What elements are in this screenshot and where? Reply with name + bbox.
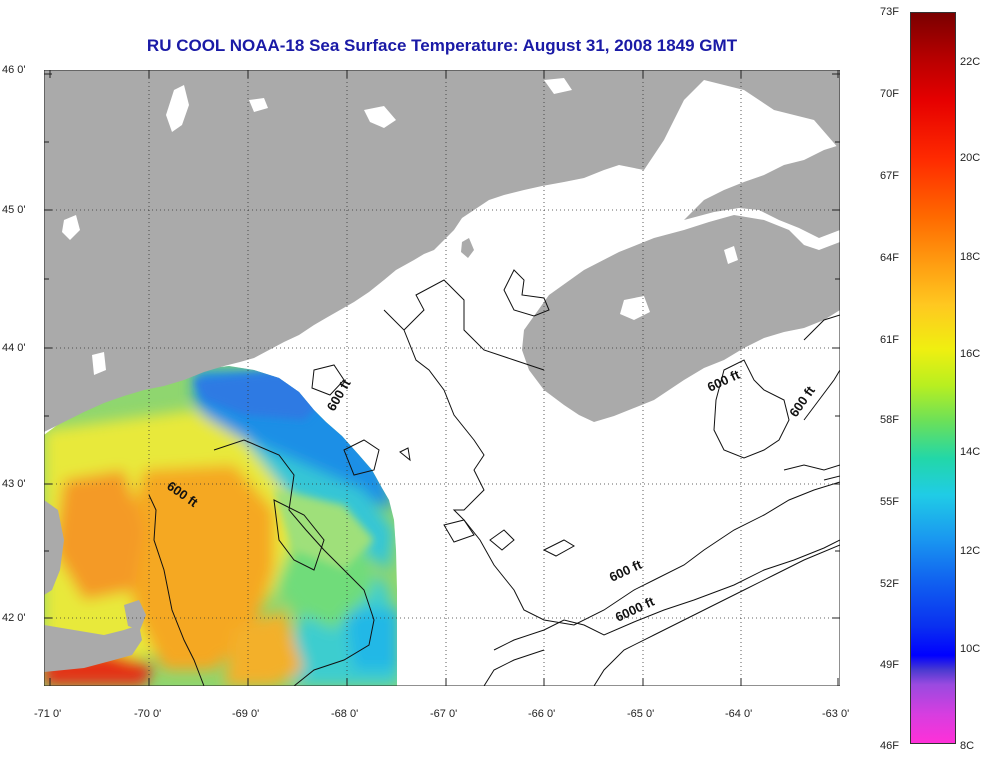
lakes bbox=[62, 78, 738, 375]
land-cape-breton bbox=[684, 145, 840, 238]
land-cape-cod bbox=[124, 600, 146, 630]
lat-label: 42 0' bbox=[2, 612, 26, 624]
colorbar-c-label: 12C bbox=[960, 545, 981, 557]
lon-label: -69 0' bbox=[232, 708, 260, 720]
colorbar-c-label: 16C bbox=[960, 348, 981, 360]
lat-label: 43 0' bbox=[2, 478, 26, 490]
colorbar-f-label: 49F bbox=[880, 659, 899, 671]
tick-marks bbox=[44, 70, 840, 686]
lon-label: -67 0' bbox=[430, 708, 458, 720]
colorbar-f-label: 55F bbox=[880, 496, 899, 508]
map-title: RU COOL NOAA-18 Sea Surface Temperature:… bbox=[146, 36, 738, 55]
colorbar-c-label: 20C bbox=[960, 152, 981, 164]
land-mainland bbox=[44, 70, 840, 432]
lon-label: -66 0' bbox=[528, 708, 556, 720]
colorbar-f-label: 61F bbox=[880, 334, 899, 346]
colorbar-f-label: 67F bbox=[880, 170, 899, 182]
land-nova-scotia bbox=[522, 215, 840, 422]
lat-label: 45 0' bbox=[2, 204, 26, 216]
colorbar-f-label: 73F bbox=[880, 6, 899, 18]
colorbar-f-label: 70F bbox=[880, 88, 899, 100]
lon-label: -71 0' bbox=[34, 708, 62, 720]
colorbar-c-label: 14C bbox=[960, 446, 981, 458]
colorbar-f-label: 46F bbox=[880, 740, 899, 752]
colorbar-c-label: 8C bbox=[960, 740, 975, 752]
colorbar-c-label: 22C bbox=[960, 56, 981, 68]
colorbar-f-label: 58F bbox=[880, 414, 899, 426]
bathymetry-contours bbox=[148, 269, 840, 686]
lat-label: 46 0' bbox=[2, 64, 26, 76]
graticule bbox=[44, 70, 840, 686]
lon-label: -68 0' bbox=[331, 708, 359, 720]
land-cape-cod bbox=[44, 500, 64, 595]
land-grand-manan bbox=[461, 238, 474, 258]
colorbar-f-label: 64F bbox=[880, 252, 899, 264]
lon-label: -64 0' bbox=[725, 708, 753, 720]
colorbar-c-label: 18C bbox=[960, 251, 981, 263]
sst-map: 600 ft 600 ft 600 ft 600 ft 600 ft 6000 … bbox=[44, 70, 840, 686]
lon-label: -70 0' bbox=[134, 708, 162, 720]
lon-label: -63 0' bbox=[822, 708, 850, 720]
land-cape-cod bbox=[44, 625, 142, 672]
colorbar-c-label: 10C bbox=[960, 643, 981, 655]
colorbar-f-label: 52F bbox=[880, 578, 899, 590]
lat-label: 44 0' bbox=[2, 342, 26, 354]
lon-label: -65 0' bbox=[627, 708, 655, 720]
temperature-colorbar bbox=[910, 12, 956, 744]
